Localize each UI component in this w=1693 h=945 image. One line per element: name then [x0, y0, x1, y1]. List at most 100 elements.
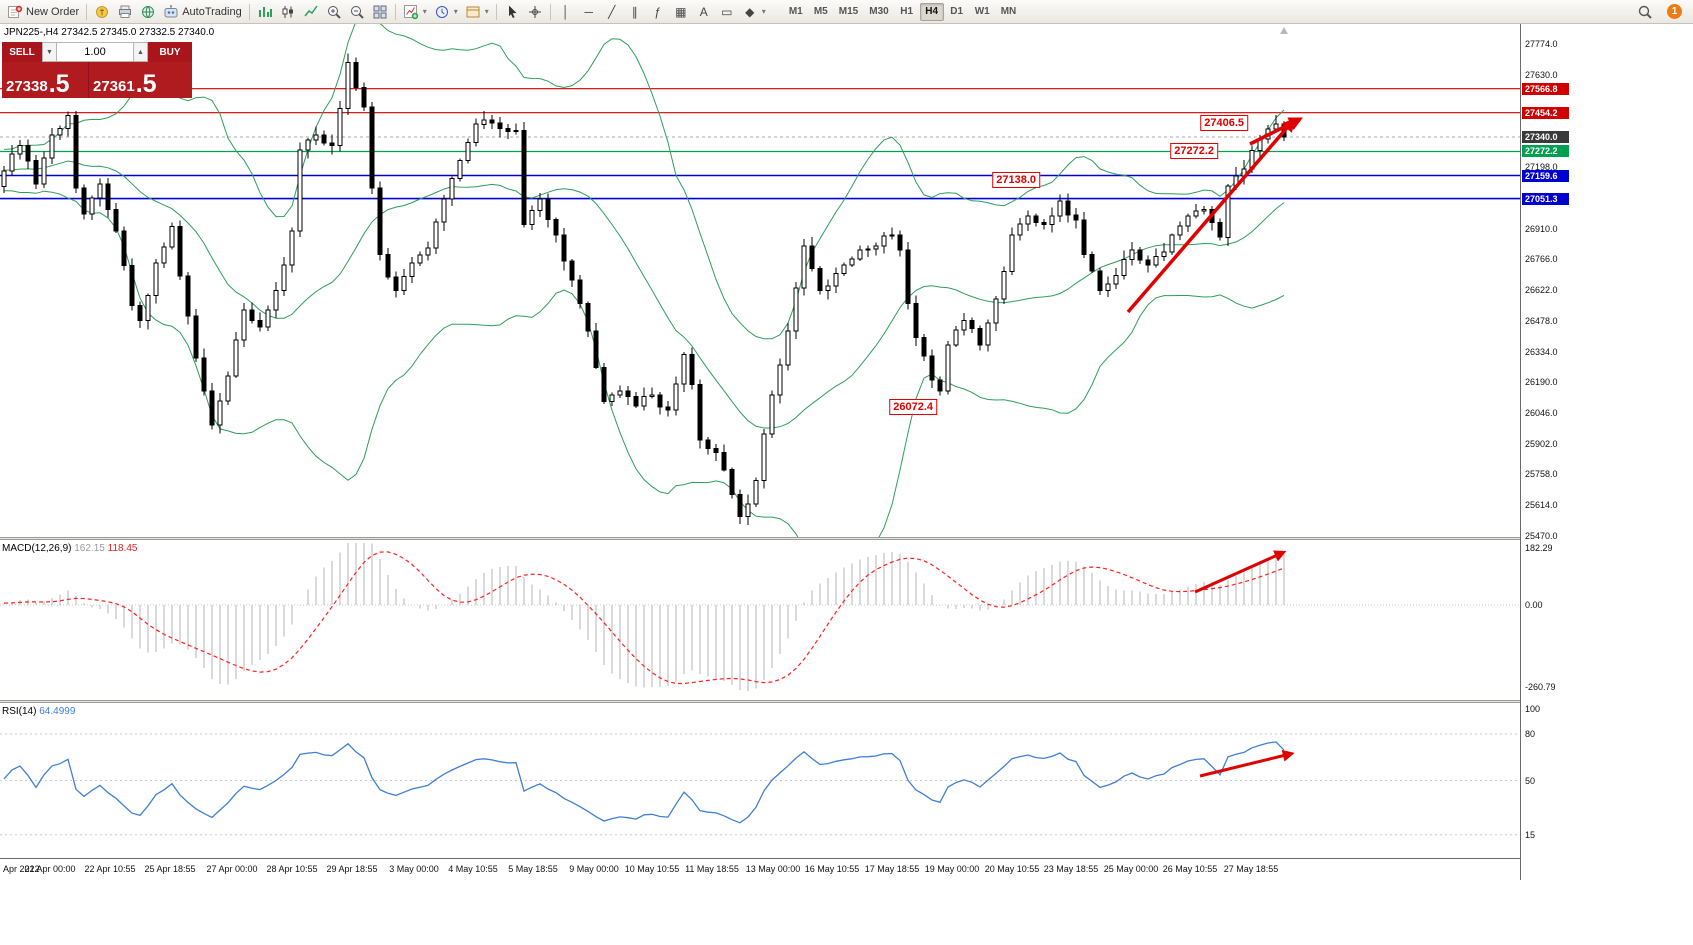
zoom-out-button[interactable] [346, 2, 368, 22]
toolbar-right-group: 1 [1634, 2, 1689, 22]
chart-window: JPN225-,H4 27342.5 27345.0 27332.5 27340… [0, 24, 1693, 945]
time-tick: 9 May 00:00 [569, 864, 619, 874]
new-order-button[interactable]: New Order [4, 2, 82, 22]
rsi-label: RSI(14) 64.4999 [2, 706, 75, 717]
shapes-icon: ◆ [745, 4, 755, 19]
price-tick: 26766.0 [1525, 254, 1558, 265]
timeframe-w1[interactable]: W1 [970, 3, 995, 21]
timeframe-d1[interactable]: D1 [945, 3, 969, 21]
search-button[interactable] [1634, 2, 1656, 22]
rsi-scale-label: 100 [1525, 704, 1541, 714]
label-icon: ▭ [721, 4, 733, 19]
templates-button[interactable]: ▾ [462, 2, 492, 22]
tile-windows-button[interactable] [369, 2, 391, 22]
time-tick: 10 May 10:55 [624, 864, 680, 874]
account-button[interactable]: 1 [1664, 2, 1685, 22]
price-tick: 26046.0 [1525, 407, 1558, 418]
main-chart-canvas[interactable] [0, 24, 1520, 537]
text-tool-button[interactable]: A [693, 2, 715, 22]
price-callout[interactable]: 27406.5 [1200, 115, 1248, 131]
macd-name: MACD(12,26,9) [2, 543, 72, 554]
indicators-button[interactable]: ▾ [400, 2, 430, 22]
refresh-button[interactable] [137, 2, 159, 22]
panel-splitter[interactable] [0, 537, 1693, 540]
timeframe-h1[interactable]: H1 [895, 3, 919, 21]
caret-down-icon: ▾ [761, 7, 766, 16]
price-callout[interactable]: 26072.4 [889, 399, 937, 415]
horizontal-line-tool-button[interactable]: ─ [578, 2, 600, 22]
price-tick: 26622.0 [1525, 285, 1558, 296]
macd-signal-value: 118.45 [107, 543, 138, 554]
macd-main-value: 162.15 [74, 543, 105, 554]
timeframe-h4[interactable]: H4 [919, 2, 944, 21]
deposit-button[interactable] [91, 2, 113, 22]
macd-panel-canvas[interactable] [0, 540, 1520, 700]
buy-button[interactable]: BUY [148, 42, 192, 62]
rsi-value: 64.4999 [39, 706, 76, 717]
cursor-tool-button[interactable] [501, 2, 523, 22]
timeframe-m1[interactable]: M1 [784, 3, 808, 21]
volume-input[interactable] [57, 42, 133, 62]
spin-up-icon: ▲ [137, 48, 144, 56]
zoom-in-button[interactable] [323, 2, 345, 22]
volume-decrease-button[interactable]: ▼ [42, 42, 57, 62]
autotrading-button[interactable]: AutoTrading [160, 2, 245, 22]
price-tick: 25902.0 [1525, 438, 1558, 449]
search-icon [1637, 4, 1653, 20]
channel-tool-button[interactable]: ∥ [624, 2, 646, 22]
time-tick: 3 May 00:00 [389, 864, 439, 874]
time-axis[interactable]: Apr 2022 21 Apr 00:00 22 Apr 10:55 25 Apr 1… [0, 858, 1693, 880]
time-tick: 19 May 00:00 [924, 864, 980, 874]
rsi-scale-label: 80 [1525, 729, 1536, 739]
crosshair-tool-button[interactable] [524, 2, 546, 22]
sell-price[interactable]: 27338 .5 [2, 62, 88, 98]
macd-scale-label: 182.29 [1525, 542, 1553, 553]
panel-splitter[interactable] [0, 700, 1693, 703]
price-tick: 26190.0 [1525, 377, 1558, 388]
bar-chart-icon [257, 4, 273, 20]
grid-icon: ▦ [675, 4, 687, 19]
time-tick: 25 Apr 18:55 [144, 864, 196, 874]
time-tick: 4 May 10:55 [448, 864, 498, 874]
price-callout[interactable]: 27138.0 [992, 172, 1040, 188]
bar-chart-button[interactable] [254, 2, 276, 22]
grid-tool-button[interactable]: ▦ [670, 2, 692, 22]
fibonacci-tool-button[interactable]: ƒ [647, 2, 669, 22]
new-order-icon [7, 4, 23, 20]
template-icon [465, 4, 481, 20]
timeframe-mn[interactable]: MN [996, 3, 1022, 21]
print-button[interactable] [114, 2, 136, 22]
toolbar-separator [394, 3, 396, 20]
volume-increase-button[interactable]: ▲ [133, 42, 148, 62]
toolbar-separator [495, 3, 497, 20]
price-tick: 25470.0 [1525, 530, 1558, 541]
price-callout[interactable]: 27272.2 [1170, 143, 1218, 159]
price-tick: 25614.0 [1525, 500, 1558, 511]
price-tick: 27774.0 [1525, 39, 1558, 50]
time-tick: 20 May 10:55 [984, 864, 1040, 874]
zoom-in-icon [326, 4, 342, 20]
time-tick: 16 May 10:55 [804, 864, 860, 874]
indicators-icon [403, 4, 419, 20]
horizontal-line-icon: ─ [584, 4, 594, 19]
periods-button[interactable]: ▾ [431, 2, 461, 22]
timeframe-m15[interactable]: M15 [834, 3, 863, 21]
timeframe-m30[interactable]: M30 [864, 3, 893, 21]
one-click-trading-panel: SELL ▼ ▲ BUY 27338 .5 27361 .5 [2, 42, 192, 98]
sell-price-fraction: .5 [48, 70, 70, 98]
trendline-tool-button[interactable]: ╱ [601, 2, 623, 22]
timeframe-toolbar: M1 M5 M15 M30 H1 H4 D1 W1 MN [784, 2, 1022, 21]
vertical-line-tool-button[interactable]: │ [555, 2, 577, 22]
rsi-panel-canvas[interactable] [0, 703, 1520, 858]
timeframe-m5[interactable]: M5 [809, 3, 833, 21]
candlestick-chart-button[interactable] [277, 2, 299, 22]
label-tool-button[interactable]: ▭ [716, 2, 738, 22]
shapes-dropdown-button[interactable]: ◆ ▾ [739, 2, 769, 22]
price-axis[interactable]: 27774.0 27630.0 27198.0 26910.0 26766.0 26622… [1521, 24, 1693, 880]
globe-icon [140, 4, 156, 20]
line-chart-button[interactable] [300, 2, 322, 22]
caret-down-icon: ▾ [484, 7, 489, 16]
buy-price[interactable]: 27361 .5 [88, 62, 192, 98]
sell-button[interactable]: SELL [2, 42, 42, 62]
notification-badge: 1 [1667, 4, 1682, 19]
